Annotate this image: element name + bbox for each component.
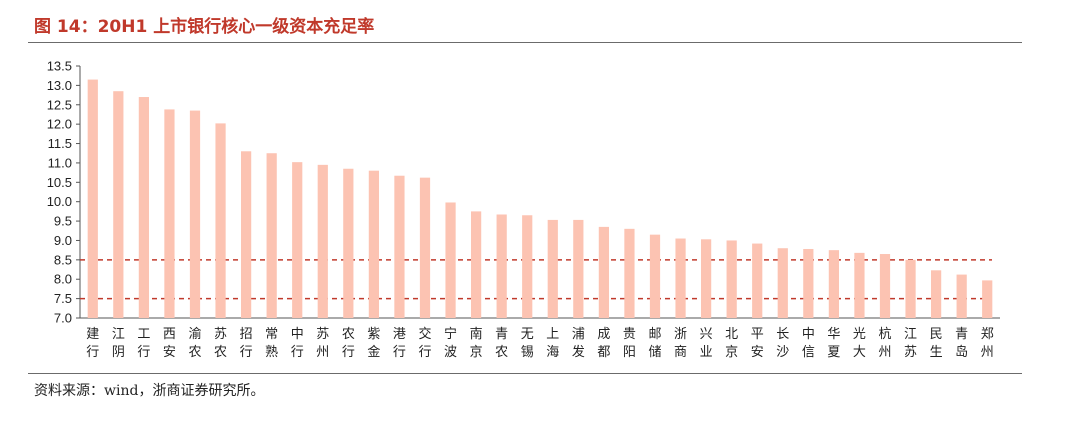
bar-26 bbox=[752, 243, 763, 318]
x-tick-label: 成都 bbox=[597, 327, 610, 360]
reference-lines bbox=[80, 259, 992, 300]
bar-11 bbox=[368, 170, 379, 318]
x-tick-label: 贵阳 bbox=[623, 327, 636, 360]
figure-title: 图 14：20H1 上市银行核心一级资本充足率 bbox=[34, 17, 375, 37]
x-tick-label: 上海 bbox=[546, 327, 559, 360]
bar-32 bbox=[905, 259, 916, 318]
source-note: 资料来源：wind，浙商证券研究所。 bbox=[34, 383, 265, 399]
x-tick-label: 中信 bbox=[802, 327, 815, 360]
x-tick-label: 建行 bbox=[86, 327, 99, 360]
x-tick-label: 农行 bbox=[342, 327, 355, 360]
y-tick-label: 13.5 bbox=[47, 59, 72, 74]
y-tick-label: 9.5 bbox=[54, 214, 72, 229]
x-tick-label: 工行 bbox=[137, 327, 150, 360]
x-tick-label: 招行 bbox=[240, 327, 253, 360]
x-tick-label: 青农 bbox=[495, 327, 508, 360]
bar-4 bbox=[189, 110, 201, 318]
bar-8 bbox=[292, 162, 303, 318]
bar-35 bbox=[982, 280, 993, 318]
bar-33 bbox=[931, 270, 942, 318]
x-tick-label: 浦发 bbox=[572, 327, 585, 360]
x-tick-label: 民生 bbox=[930, 327, 943, 360]
bar-30 bbox=[854, 252, 865, 318]
bar-23 bbox=[675, 238, 686, 318]
bar-24 bbox=[701, 239, 712, 318]
x-tick-label: 中行 bbox=[291, 327, 304, 360]
y-tick-label: 12.0 bbox=[47, 117, 72, 132]
x-tick-label: 杭州 bbox=[878, 327, 891, 360]
bar-27 bbox=[777, 248, 788, 318]
x-tick-label: 邮储 bbox=[648, 327, 661, 360]
y-tick-label: 9.0 bbox=[54, 233, 72, 248]
y-tick-label: 12.5 bbox=[47, 97, 72, 112]
y-tick-label: 8.0 bbox=[54, 272, 72, 287]
y-tick-label: 7.0 bbox=[54, 311, 72, 326]
y-tick-label: 7.5 bbox=[54, 291, 72, 306]
bar-29 bbox=[828, 250, 839, 318]
x-tick-label: 渝农 bbox=[188, 326, 201, 360]
bar-16 bbox=[496, 214, 507, 318]
x-tick-label: 苏州 bbox=[316, 326, 329, 360]
bar-13 bbox=[419, 177, 431, 318]
bar-20 bbox=[598, 226, 609, 318]
x-tick-label: 光大 bbox=[853, 327, 866, 360]
y-tick-label: 10.0 bbox=[47, 194, 72, 209]
x-axis-labels: 建行江阴工行西安渝农苏农招行常熟中行苏州农行紫金港行交行宁波南京青农无锡上海浦发… bbox=[86, 326, 993, 360]
y-tick-label: 8.5 bbox=[54, 252, 72, 267]
bar-2 bbox=[138, 97, 149, 319]
bar-0 bbox=[87, 79, 98, 318]
x-tick-label: 长沙 bbox=[776, 327, 789, 360]
x-tick-label: 西安 bbox=[163, 327, 176, 360]
x-tick-label: 无锡 bbox=[521, 327, 534, 360]
bar-15 bbox=[471, 211, 482, 318]
y-tick-label: 10.5 bbox=[47, 175, 72, 190]
top-divider bbox=[28, 42, 1022, 43]
x-tick-label: 紫金 bbox=[367, 327, 380, 360]
bar-34 bbox=[956, 274, 967, 318]
x-tick-label: 苏农 bbox=[214, 326, 227, 360]
bar-17 bbox=[522, 215, 533, 318]
x-tick-label: 北京 bbox=[725, 327, 738, 360]
x-tick-label: 兴业 bbox=[700, 327, 713, 360]
bar-6 bbox=[241, 151, 252, 318]
bar-19 bbox=[573, 219, 584, 318]
y-tick-label: 11.0 bbox=[48, 155, 72, 170]
bottom-divider bbox=[28, 373, 1022, 374]
x-tick-label: 港行 bbox=[393, 327, 406, 360]
bar-31 bbox=[879, 254, 891, 318]
y-tick-label: 11.5 bbox=[48, 136, 72, 151]
bar-10 bbox=[343, 168, 354, 318]
x-tick-label: 南京 bbox=[470, 326, 483, 360]
bar-7 bbox=[266, 153, 277, 318]
x-tick-label: 江阴 bbox=[112, 327, 125, 360]
x-tick-label: 宁波 bbox=[444, 326, 457, 360]
bar-18 bbox=[547, 219, 558, 318]
bar-22 bbox=[649, 234, 661, 318]
x-tick-label: 平安 bbox=[751, 327, 764, 360]
bar-12 bbox=[394, 175, 405, 318]
x-tick-label: 华夏 bbox=[827, 327, 840, 360]
y-axis: 7.0 7.5 8.0 8.5 9.0 9.5 10.0 10.5 11.0 11.5 12.0 12… bbox=[47, 59, 1000, 326]
bar-21 bbox=[624, 228, 635, 318]
bar-9 bbox=[317, 164, 328, 318]
x-tick-label: 交行 bbox=[418, 326, 431, 360]
bar-5 bbox=[215, 123, 226, 318]
x-tick-label: 浙商 bbox=[674, 327, 687, 360]
bar-28 bbox=[803, 248, 814, 318]
x-tick-label: 郑州 bbox=[981, 327, 994, 360]
y-tick-label: 13.0 bbox=[47, 78, 72, 93]
x-tick-label: 江苏 bbox=[904, 327, 917, 360]
x-tick-label: 青岛 bbox=[955, 327, 968, 360]
bar-1 bbox=[113, 91, 124, 318]
bar-3 bbox=[164, 109, 175, 318]
bar-14 bbox=[445, 202, 456, 318]
bar-25 bbox=[726, 240, 737, 318]
bars bbox=[87, 79, 993, 319]
x-tick-label: 常熟 bbox=[265, 327, 278, 360]
